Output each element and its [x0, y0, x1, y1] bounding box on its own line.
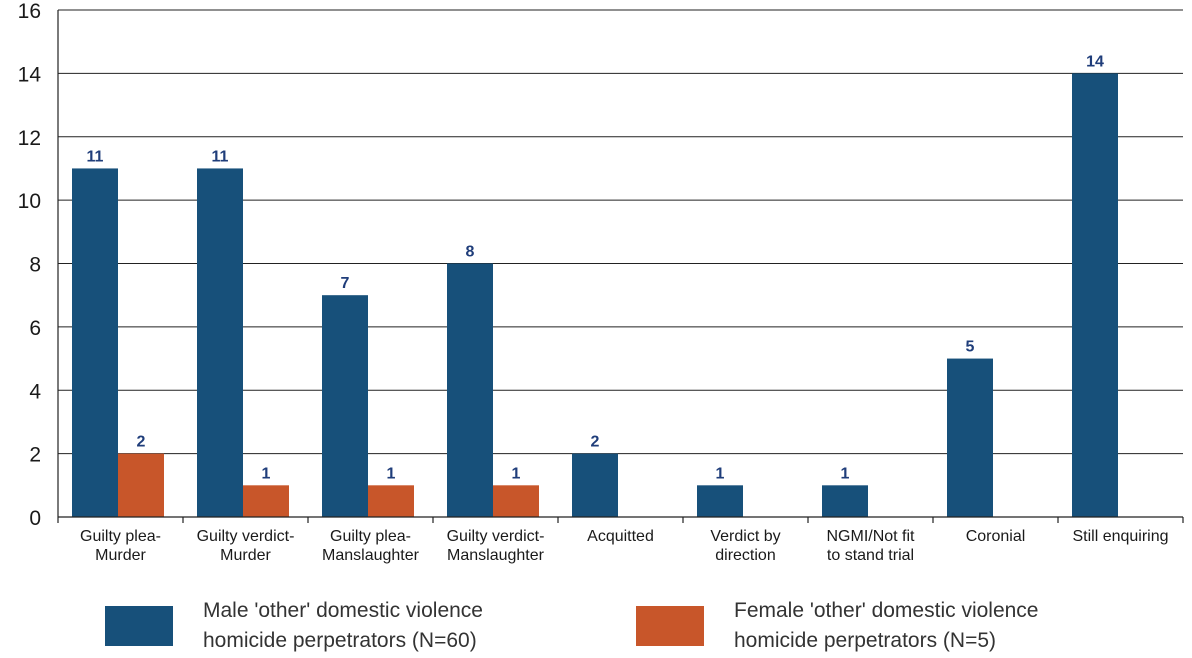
legend-female: Female 'other' domestic violence homicid… [636, 596, 1039, 656]
x-category-label: Coronial [966, 528, 1026, 545]
y-tick-label: 2 [29, 444, 41, 467]
y-axis-ticks: 0 2 4 6 8 10 12 14 16 [18, 0, 42, 530]
y-tick-label: 4 [29, 380, 41, 403]
x-axis-labels: Guilty plea- Murder Guilty verdict- Murder G… [80, 528, 1168, 564]
y-tick-label: 10 [18, 190, 41, 213]
x-category-label: Guilty verdict- [197, 528, 295, 545]
x-category-label: NGMI/Not fit [826, 528, 915, 545]
bar-male [322, 295, 368, 517]
data-label: 1 [387, 465, 396, 482]
bar-male [697, 485, 743, 517]
axes [57, 10, 1184, 523]
legend-swatch-male [105, 606, 173, 646]
x-category-label: Still enquiring [1072, 528, 1168, 545]
legend-label-female-line-2: homicide perpetrators (N=5) [734, 629, 997, 652]
x-category-label: Murder [95, 547, 146, 564]
bar-male [1072, 73, 1118, 517]
y-tick-label: 12 [18, 127, 41, 150]
x-category-label: Verdict by [710, 528, 780, 545]
legend-label-female: Female 'other' domestic violence homicid… [734, 596, 1039, 656]
y-tick-label: 8 [29, 254, 41, 277]
x-category-label: Manslaughter [322, 547, 420, 564]
legend-label-male-line-1: Male 'other' domestic violence [203, 599, 483, 622]
x-category-label: Acquitted [587, 528, 654, 545]
bar-male [572, 453, 618, 517]
data-label: 8 [466, 244, 475, 261]
legend-swatch-female [636, 606, 704, 646]
data-label: 11 [87, 148, 104, 165]
legend-label-male: Male 'other' domestic violence homicide … [203, 596, 483, 656]
data-label: 1 [262, 465, 271, 482]
data-label: 1 [841, 465, 850, 482]
bar-male [72, 168, 118, 517]
x-category-label: Guilty verdict- [447, 528, 545, 545]
bars [72, 73, 1118, 517]
data-label: 2 [137, 434, 146, 451]
x-category-label: direction [715, 547, 775, 564]
data-label: 1 [512, 465, 521, 482]
y-tick-label: 16 [18, 0, 41, 23]
gridlines [58, 9, 1183, 455]
x-category-label: to stand trial [827, 547, 914, 564]
bar-female [493, 485, 539, 517]
bar-female [368, 485, 414, 517]
legend-label-female-line-1: Female 'other' domestic violence [734, 599, 1039, 622]
data-label: 11 [212, 148, 229, 165]
bar-female [243, 485, 289, 517]
data-label: 2 [591, 434, 600, 451]
legend-label-male-line-2: homicide perpetrators (N=60) [203, 629, 477, 652]
data-label: 14 [1086, 53, 1104, 70]
bar-male [947, 358, 993, 517]
bar-male [197, 168, 243, 517]
y-tick-label: 0 [29, 507, 41, 530]
legend-male: Male 'other' domestic violence homicide … [105, 596, 483, 656]
data-label: 7 [341, 275, 350, 292]
x-category-label: Guilty plea- [330, 528, 411, 545]
bar-male [822, 485, 868, 517]
x-category-label: Murder [220, 547, 271, 564]
x-category-label: Manslaughter [447, 547, 545, 564]
x-category-label: Guilty plea- [80, 528, 161, 545]
y-tick-label: 6 [29, 317, 41, 340]
bar-male [447, 263, 493, 517]
data-label: 5 [966, 339, 975, 356]
data-label: 1 [716, 465, 725, 482]
y-tick-label: 14 [18, 63, 42, 86]
bar-female [118, 453, 164, 517]
